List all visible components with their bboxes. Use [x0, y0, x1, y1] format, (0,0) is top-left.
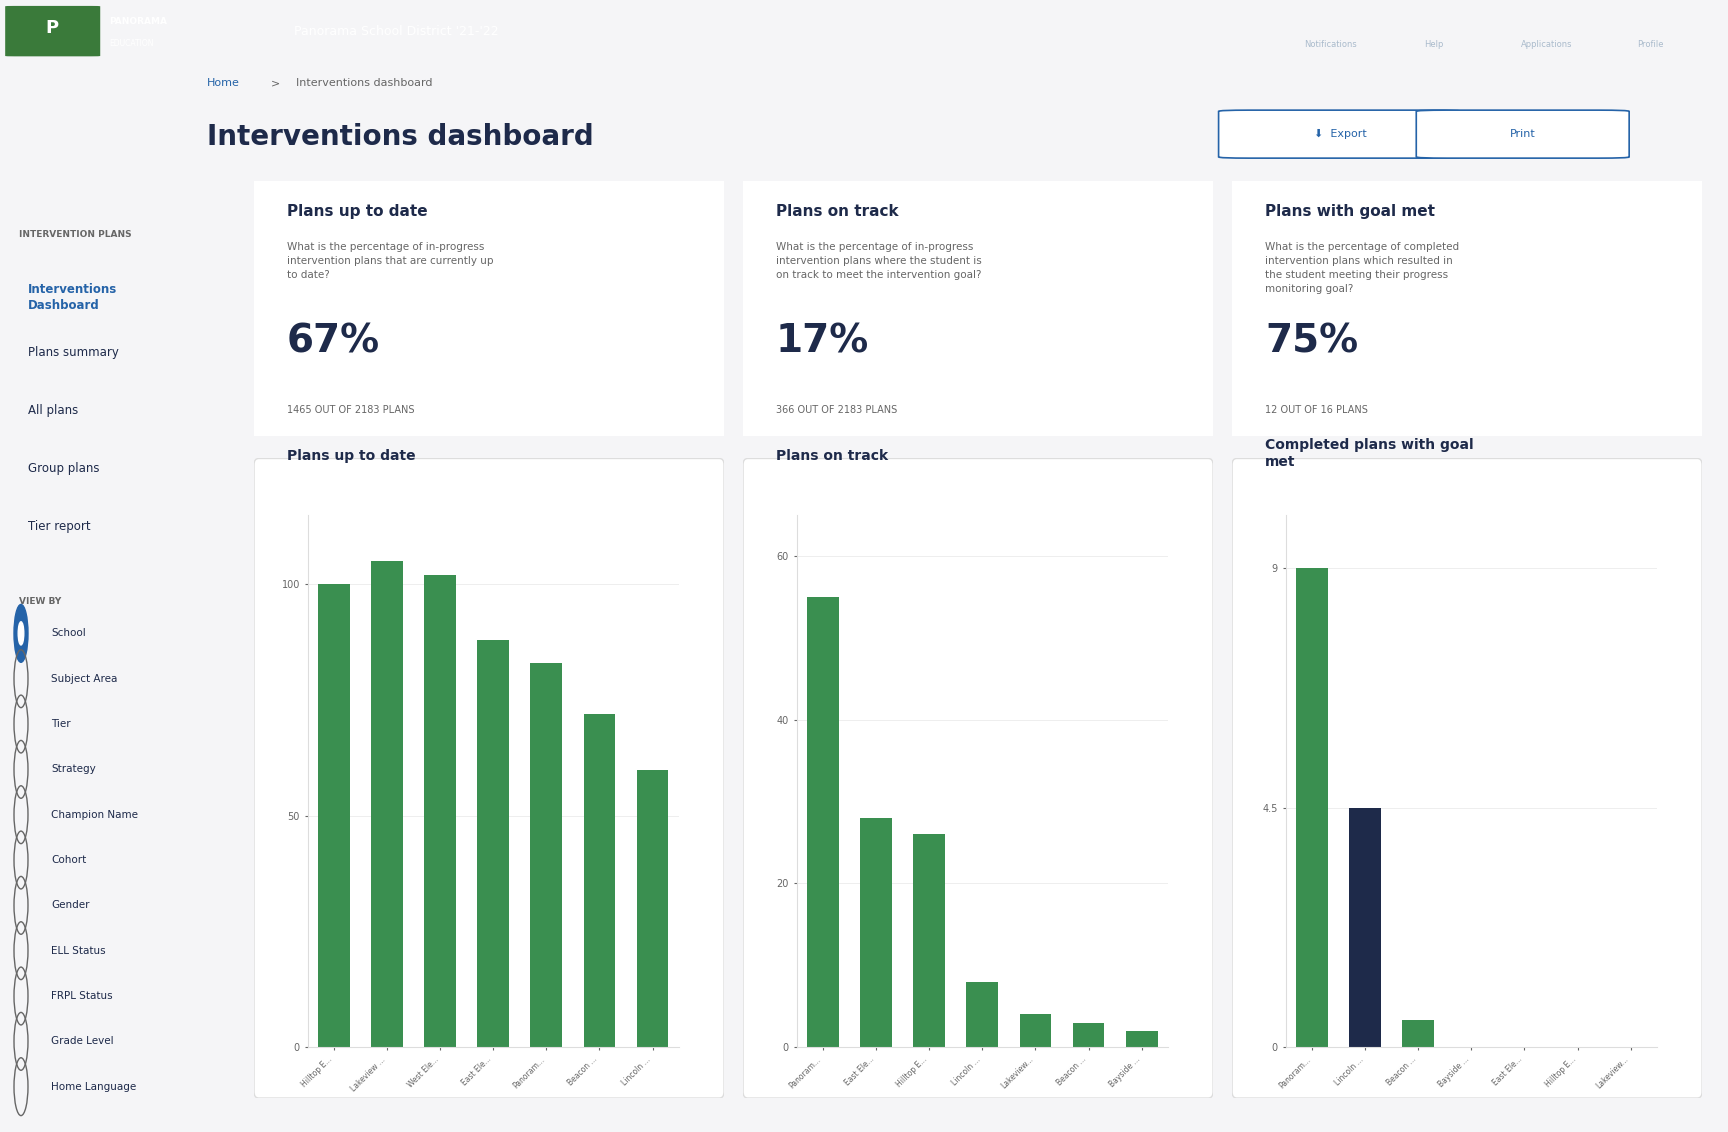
Text: Print: Print [1510, 129, 1536, 139]
Text: Tier: Tier [52, 719, 71, 729]
Text: FRPL Status: FRPL Status [52, 990, 112, 1001]
Text: Plans with goal met: Plans with goal met [1265, 204, 1434, 220]
Text: Cohort: Cohort [52, 855, 86, 865]
Text: VIEW BY: VIEW BY [19, 597, 60, 606]
Bar [318, 584, 351, 1047]
Bar [807, 597, 840, 1047]
Bar [425, 575, 456, 1047]
Text: Subject Area: Subject Area [52, 674, 118, 684]
Text: Plans on track: Plans on track [776, 204, 899, 220]
FancyBboxPatch shape [254, 458, 724, 1098]
Text: All plans: All plans [28, 404, 78, 417]
Bar [966, 981, 999, 1047]
Bar [1350, 808, 1381, 1047]
Text: Interventions dashboard: Interventions dashboard [207, 123, 594, 152]
FancyBboxPatch shape [249, 179, 729, 438]
Bar [1296, 568, 1329, 1047]
Text: What is the percentage of in-progress
intervention plans where the student is
on: What is the percentage of in-progress in… [776, 242, 982, 281]
Text: What is the percentage of in-progress
intervention plans that are currently up
t: What is the percentage of in-progress in… [287, 242, 494, 281]
Text: What is the percentage of completed
intervention plans which resulted in
the stu: What is the percentage of completed inte… [1265, 242, 1458, 294]
Text: Gender: Gender [52, 900, 90, 910]
Text: Strategy: Strategy [52, 764, 97, 774]
Text: Completed plans with goal
met: Completed plans with goal met [1265, 438, 1474, 469]
Text: 67%: 67% [287, 323, 380, 361]
Text: Interventions
Dashboard: Interventions Dashboard [28, 283, 118, 312]
Text: EDUCATION: EDUCATION [109, 40, 154, 48]
Circle shape [19, 621, 24, 645]
Text: School: School [52, 628, 86, 638]
Text: 75%: 75% [1265, 323, 1358, 361]
Bar [584, 714, 615, 1047]
Bar [1073, 1022, 1104, 1047]
Text: 17%: 17% [776, 323, 869, 361]
Text: PANORAMA: PANORAMA [109, 17, 168, 26]
Bar [530, 663, 562, 1047]
Bar [1125, 1031, 1158, 1047]
Bar [1020, 1014, 1051, 1047]
Bar [372, 561, 403, 1047]
Bar [477, 640, 510, 1047]
Text: Tier report: Tier report [28, 520, 90, 532]
Text: Notifications: Notifications [1305, 41, 1356, 50]
Text: Plans up to date: Plans up to date [287, 204, 427, 220]
Text: 1465 OUT OF 2183 PLANS: 1465 OUT OF 2183 PLANS [287, 405, 415, 415]
Bar [914, 834, 945, 1047]
FancyBboxPatch shape [743, 458, 1213, 1098]
Text: Home: Home [207, 78, 240, 88]
Text: ELL Status: ELL Status [52, 945, 105, 955]
Text: INTERVENTION PLANS: INTERVENTION PLANS [19, 230, 131, 239]
Text: P: P [45, 19, 59, 37]
FancyBboxPatch shape [1232, 458, 1702, 1098]
Text: Plans on track: Plans on track [776, 449, 888, 463]
FancyBboxPatch shape [738, 179, 1218, 438]
Text: Applications: Applications [1521, 41, 1572, 50]
FancyBboxPatch shape [1218, 110, 1462, 158]
Text: Group plans: Group plans [28, 462, 100, 474]
Bar [636, 770, 669, 1047]
Text: Panorama School District '21-'22: Panorama School District '21-'22 [294, 25, 498, 37]
FancyBboxPatch shape [1227, 179, 1707, 438]
Text: Help: Help [1424, 41, 1445, 50]
Text: >: > [271, 78, 280, 88]
Text: Interventions dashboard: Interventions dashboard [295, 78, 432, 88]
Text: 366 OUT OF 2183 PLANS: 366 OUT OF 2183 PLANS [776, 405, 897, 415]
Text: Plans summary: Plans summary [28, 346, 119, 359]
Text: Plans up to date: Plans up to date [287, 449, 415, 463]
Text: Profile: Profile [1636, 41, 1664, 50]
Text: Grade Level: Grade Level [52, 1036, 114, 1046]
FancyBboxPatch shape [5, 6, 100, 57]
Text: Home Language: Home Language [52, 1082, 137, 1091]
Text: ⬇  Export: ⬇ Export [1313, 129, 1367, 139]
FancyBboxPatch shape [1417, 110, 1630, 158]
Bar [1403, 1021, 1434, 1047]
Circle shape [14, 604, 28, 662]
Text: Champion Name: Champion Name [52, 809, 138, 820]
Bar [861, 818, 892, 1047]
Text: 12 OUT OF 16 PLANS: 12 OUT OF 16 PLANS [1265, 405, 1369, 415]
